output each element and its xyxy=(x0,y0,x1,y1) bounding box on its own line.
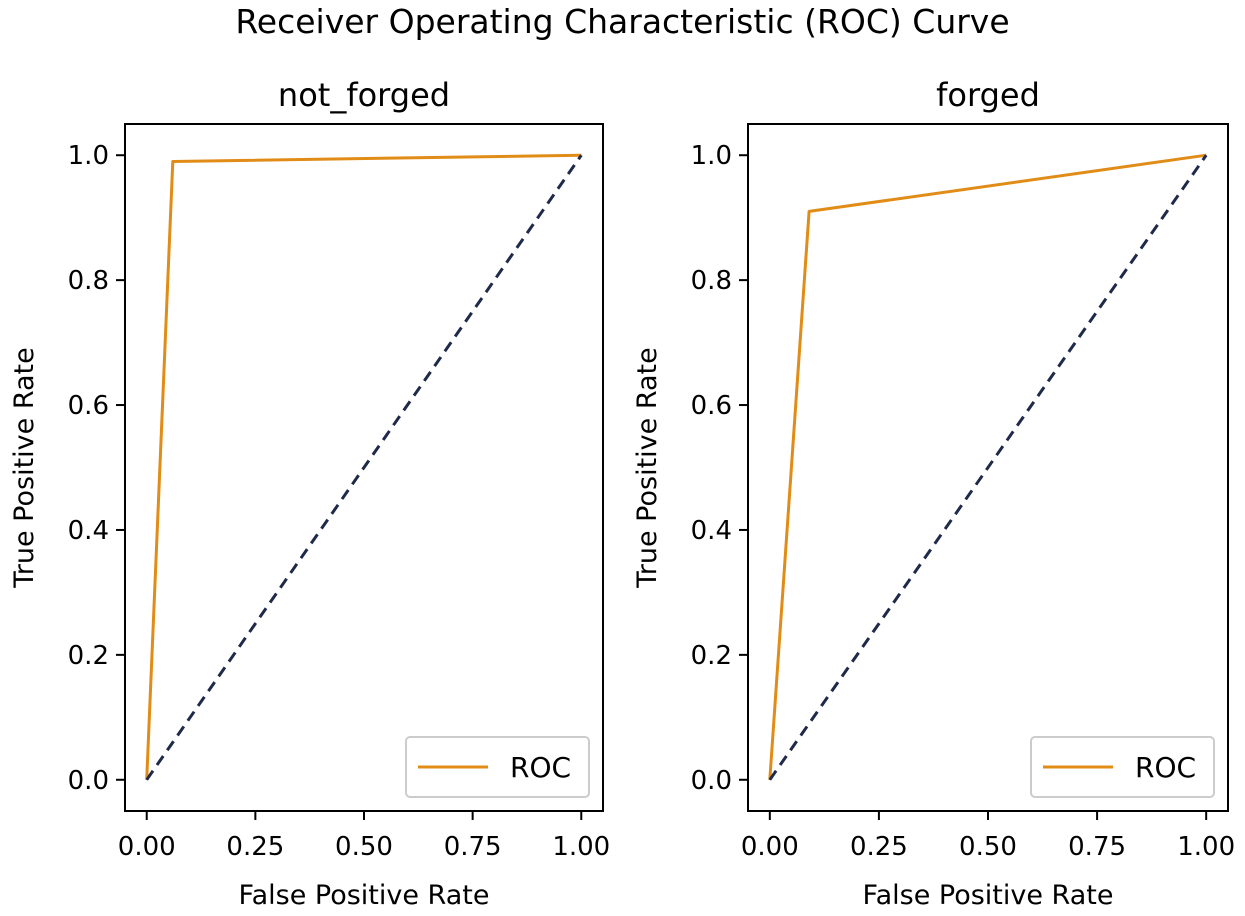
right-subplot-title: forged xyxy=(936,76,1040,114)
right-x-tick-label: 0.50 xyxy=(959,832,1017,862)
left-y-tick-label: 0.2 xyxy=(68,641,109,671)
right-y-tick-label: 0.4 xyxy=(691,516,732,546)
figure-title: Receiver Operating Characteristic (ROC) … xyxy=(235,2,1010,41)
right-legend-box xyxy=(1030,736,1215,798)
right-y-tick-label: 0.0 xyxy=(691,766,732,796)
left-x-axis-label: False Positive Rate xyxy=(239,880,490,911)
right-y-tick-label: 1.0 xyxy=(691,141,732,171)
left-y-axis-label: True Positive Rate xyxy=(9,347,40,589)
right-chance-line xyxy=(768,154,1208,781)
left-y-tick-label: 0.0 xyxy=(68,766,109,796)
left-subplot-title: not_forged xyxy=(278,76,450,114)
left-roc-curve xyxy=(145,153,582,780)
right-y-tick-label: 0.2 xyxy=(691,641,732,671)
right-x-tick-label: 0.25 xyxy=(850,832,908,862)
left-chance-line xyxy=(145,154,583,781)
right-legend: ROC xyxy=(1030,736,1215,798)
left-legend-label: ROC xyxy=(510,751,571,784)
right-x-tick-label: 1.00 xyxy=(1177,832,1235,862)
right-y-tick-label: 0.8 xyxy=(691,266,732,296)
right-x-tick-label: 0.75 xyxy=(1068,832,1126,862)
left-y-tick-label: 0.4 xyxy=(68,516,109,546)
left-x-tick-label: 0.00 xyxy=(118,832,176,862)
right-subplot: forged 0.00 0.25 0.50 0.75 1.00 0.0 0.2 0.4 0.6 0.… xyxy=(632,76,1235,911)
right-y-tick-label: 0.6 xyxy=(691,391,732,421)
right-x-axis-label: False Positive Rate xyxy=(863,880,1114,911)
left-x-tick-label: 1.00 xyxy=(552,832,610,862)
left-y-tick-label: 1.0 xyxy=(68,141,109,171)
right-y-axis-label: True Positive Rate xyxy=(632,347,663,589)
right-roc-curve xyxy=(768,153,1207,780)
left-x-tick-label: 0.50 xyxy=(335,832,393,862)
left-x-tick-label: 0.25 xyxy=(226,832,284,862)
right-legend-label: ROC xyxy=(1135,751,1196,784)
left-legend: ROC xyxy=(405,736,590,798)
right-x-tick-label: 0.00 xyxy=(741,832,799,862)
left-subplot: not_forged 0.00 0.25 0.50 0.75 1.00 0.0 0.2 0.4 0… xyxy=(9,76,610,911)
left-legend-box xyxy=(405,736,590,798)
left-x-tick-label: 0.75 xyxy=(444,832,502,862)
left-y-tick-label: 0.6 xyxy=(68,391,109,421)
left-y-tick-label: 0.8 xyxy=(68,266,109,296)
